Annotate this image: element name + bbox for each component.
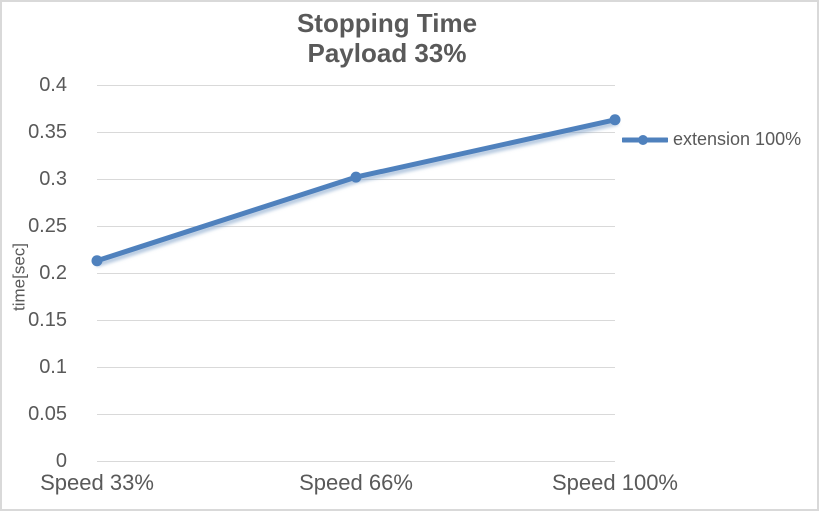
chart-subtitle: Payload 33% xyxy=(307,38,467,68)
chart-title: Stopping Time xyxy=(296,8,478,38)
legend-line-marker-icon xyxy=(622,134,668,145)
y-tick-label: 0.1 xyxy=(39,356,67,378)
y-tick-label: 0.4 xyxy=(39,74,67,96)
x-axis-category-label: Speed 66% xyxy=(299,470,413,495)
y-tick-label: 0.2 xyxy=(39,262,67,284)
y-tick-label: 0.05 xyxy=(28,403,67,425)
data-point-marker xyxy=(609,114,621,126)
data-point-marker xyxy=(91,255,103,267)
x-axis-category-label: Speed 100% xyxy=(552,470,678,495)
y-tick-label: 0.3 xyxy=(39,168,67,190)
plot-area xyxy=(91,85,621,462)
y-tick-label: 0.35 xyxy=(28,121,67,143)
y-tick-label: 0.15 xyxy=(28,309,67,331)
legend-entry-label: extension 100% xyxy=(673,129,802,149)
y-tick-label: 0 xyxy=(55,450,67,472)
y-tick-label: 0.25 xyxy=(28,215,67,237)
data-point-marker xyxy=(350,171,362,183)
series-line xyxy=(94,117,618,264)
legend: extension 100% xyxy=(622,129,801,150)
x-axis-category-label: Speed 33% xyxy=(40,470,154,495)
chart-title-block: Stopping Time Payload 33% xyxy=(2,8,772,68)
